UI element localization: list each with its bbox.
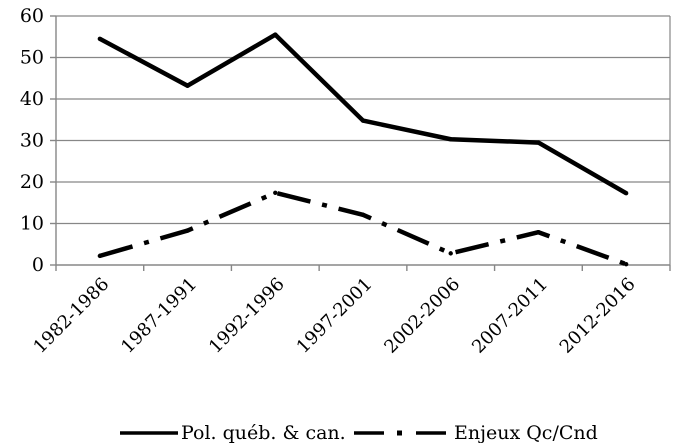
legend-label-series-2: Enjeux Qc/Cnd: [454, 422, 598, 443]
y-tick-label: 50: [20, 47, 44, 69]
series-line-1: [98, 32, 628, 196]
y-tick-label: 0: [32, 254, 44, 276]
x-tick-label: 1992-1996: [205, 274, 289, 358]
legend-swatch-dashdot-dot: [397, 430, 402, 436]
y-tick-label: 30: [20, 130, 44, 152]
x-tick-label: 2007-2011: [468, 274, 552, 358]
series-1-point: [97, 36, 103, 42]
series-1-point: [536, 140, 541, 145]
axes: [50, 15, 671, 271]
series-1-point: [623, 191, 629, 196]
y-tick-label: 40: [20, 88, 44, 110]
series-2-point: [536, 230, 541, 235]
y-tick-label: 60: [20, 5, 44, 27]
series-2-point: [97, 253, 103, 259]
series-1-point: [273, 32, 278, 37]
gridlines: [56, 15, 671, 265]
legend-label-series-1: Pol. québ. & can.: [181, 422, 346, 443]
series-2-point: [360, 212, 366, 217]
x-tick-label: 2012-2016: [556, 274, 640, 358]
series-2-point: [185, 228, 190, 233]
series-1-point: [185, 83, 190, 88]
y-tick-labels: 0 10 20 30 40 50 60: [20, 5, 44, 276]
x-tick-label: 1982-1986: [29, 274, 113, 358]
series-line-2: [99, 190, 627, 267]
series-2-point: [623, 261, 629, 267]
legend: Pol. québ. & can. Enjeux Qc/Cnd: [120, 422, 598, 443]
series-1-point: [448, 137, 453, 142]
x-tick-labels: 1982-1986 1987-1991 1992-1996 1997-2001 2002…: [29, 274, 639, 358]
series-1-point: [360, 118, 366, 123]
x-tick-label: 2002-2006: [380, 274, 464, 358]
y-tick-label: 20: [20, 171, 44, 193]
series-2-point: [273, 190, 278, 195]
series-lines: [97, 32, 629, 267]
series-2-point: [448, 251, 453, 256]
x-tick-label: 1987-1991: [117, 274, 201, 358]
x-tick-label: 1997-2001: [293, 274, 377, 358]
y-tick-label: 10: [20, 213, 44, 235]
